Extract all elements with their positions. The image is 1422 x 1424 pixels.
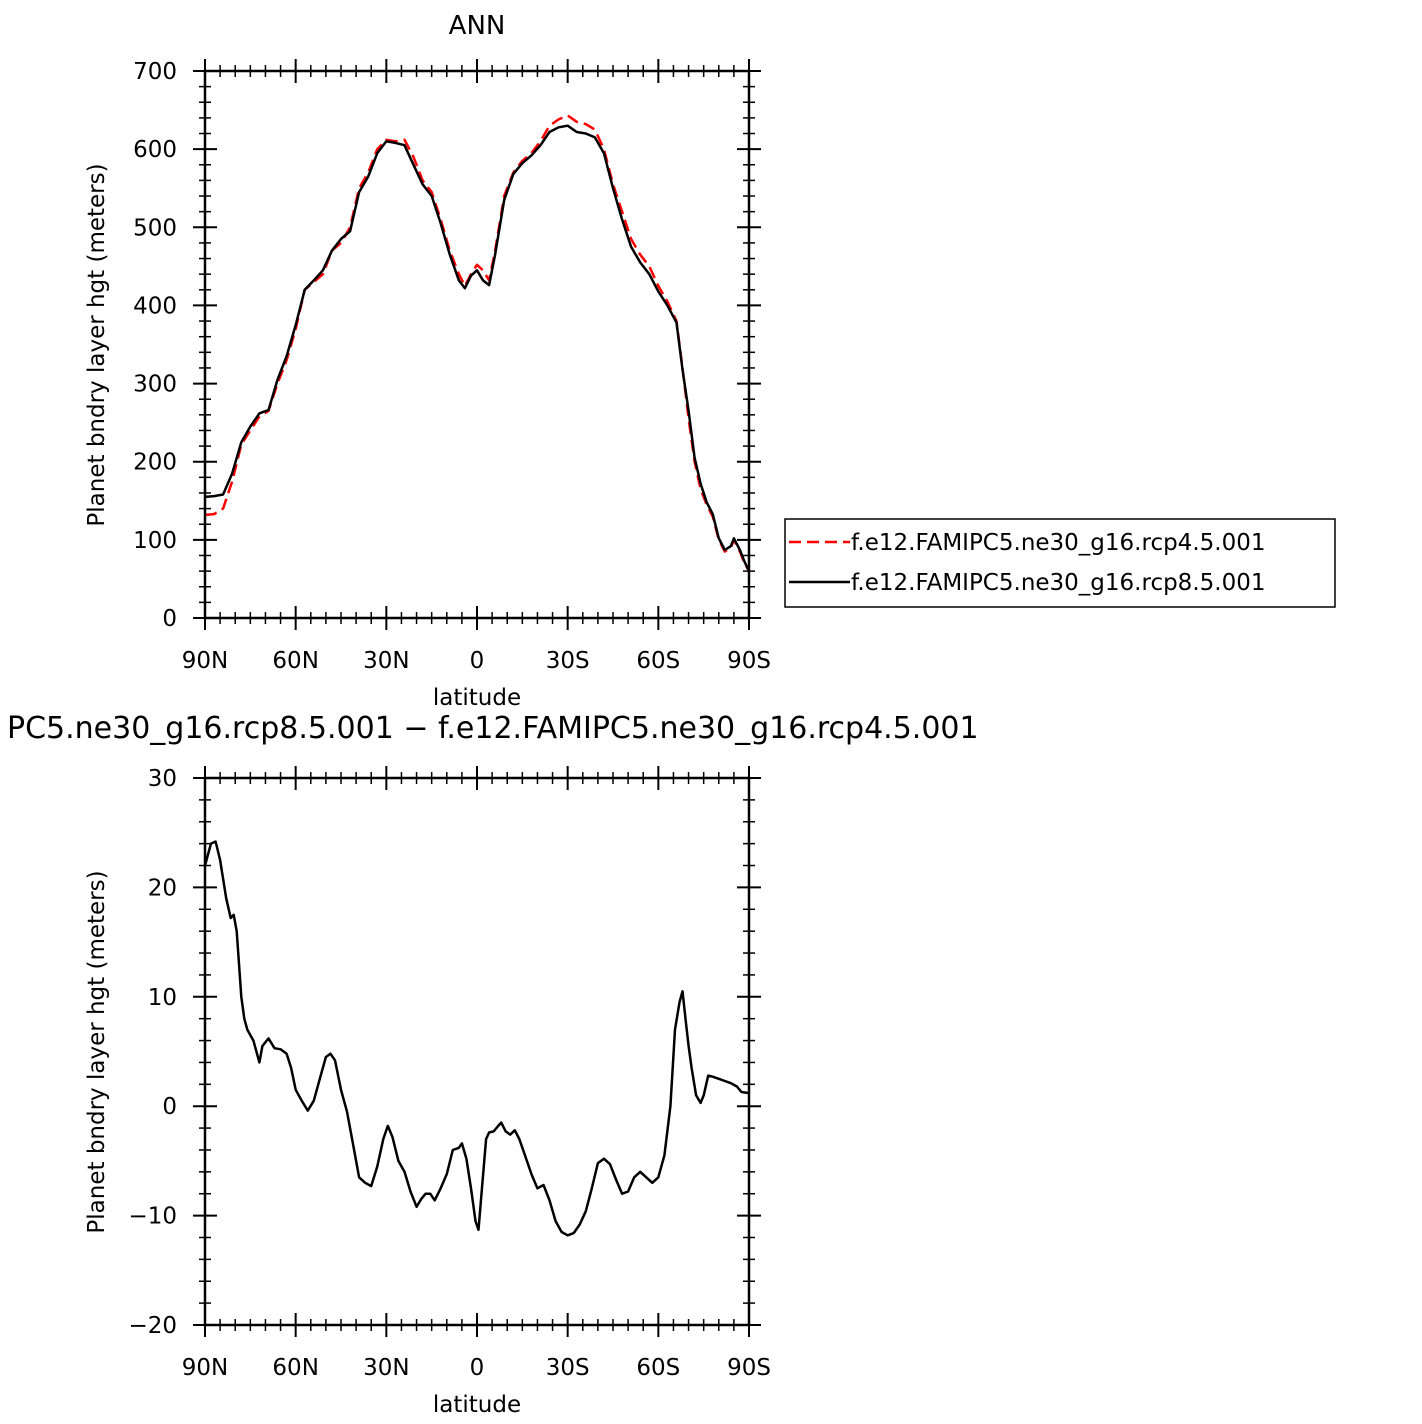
series-line-1 — [204, 124, 751, 572]
legend-box — [784, 518, 1336, 608]
y-tick-label: 500 — [133, 215, 177, 241]
x-axis-label: latitude — [433, 1392, 521, 1418]
y-axis-label: Planet bndry layer hgt (meters) — [84, 870, 110, 1233]
x-tick-label: 0 — [470, 648, 485, 674]
x-tick-label: 30N — [363, 648, 409, 674]
annual-mean-plot: ANN 0 100 200 300 400 500 600 700 90N 60N 30N 0 30S… — [84, 11, 1336, 711]
y-tick-label: 700 — [133, 59, 177, 85]
y-axis-label: Planet bndry layer hgt (meters) — [84, 163, 110, 526]
y-tick-label: 300 — [133, 372, 177, 398]
chart-title: PC5.ne30_g16.rcp8.5.001 − f.e12.FAMIPC5.… — [7, 711, 979, 746]
y-axis-ticks: 0 100 200 300 400 500 600 700 — [133, 59, 761, 632]
y-tick-label: 20 — [148, 875, 177, 901]
legend: f.e12.FAMIPC5.ne30_g16.rcp4.5.001 f.e12.… — [784, 518, 1336, 608]
x-tick-label: 90S — [727, 648, 771, 674]
x-tick-label: 30S — [546, 648, 590, 674]
y-tick-label: −10 — [128, 1204, 177, 1230]
series-lines — [204, 114, 751, 572]
x-tick-label: 30N — [363, 1355, 409, 1381]
y-tick-label: 400 — [133, 293, 177, 319]
series-line-0 — [204, 114, 751, 572]
x-tick-label: 90S — [727, 1355, 771, 1381]
plot-frame — [203, 776, 751, 1327]
x-axis-label: latitude — [433, 685, 521, 711]
x-tick-label: 60S — [636, 1355, 680, 1381]
x-tick-label: 60N — [272, 648, 318, 674]
x-tick-label: 0 — [470, 1355, 485, 1381]
chart-title: ANN — [449, 11, 506, 41]
y-tick-label: 30 — [148, 766, 177, 792]
series-lines — [203, 840, 750, 1237]
y-tick-label: 10 — [148, 985, 177, 1011]
legend-label-rcp85: f.e12.FAMIPC5.ne30_g16.rcp8.5.001 — [851, 570, 1265, 596]
x-tick-label: 60N — [272, 1355, 318, 1381]
y-axis-ticks: −20 −10 0 10 20 30 — [128, 766, 761, 1339]
y-tick-label: 100 — [133, 528, 177, 554]
x-axis-ticks: 90N 60N 30N 0 30S 60S 90S — [182, 766, 771, 1381]
legend-label-rcp45: f.e12.FAMIPC5.ne30_g16.rcp4.5.001 — [851, 530, 1265, 556]
x-tick-label: 60S — [636, 648, 680, 674]
y-tick-label: 0 — [162, 606, 177, 632]
difference-plot: PC5.ne30_g16.rcp8.5.001 − f.e12.FAMIPC5.… — [7, 711, 979, 1418]
y-tick-label: 200 — [133, 450, 177, 476]
x-tick-label: 90N — [182, 1355, 228, 1381]
series-line-0 — [203, 840, 750, 1237]
y-tick-label: 0 — [162, 1094, 177, 1120]
x-tick-label: 90N — [182, 648, 228, 674]
y-tick-label: 600 — [133, 137, 177, 163]
plot-frame — [203, 69, 751, 620]
x-tick-label: 30S — [546, 1355, 590, 1381]
y-tick-label: −20 — [128, 1313, 177, 1339]
